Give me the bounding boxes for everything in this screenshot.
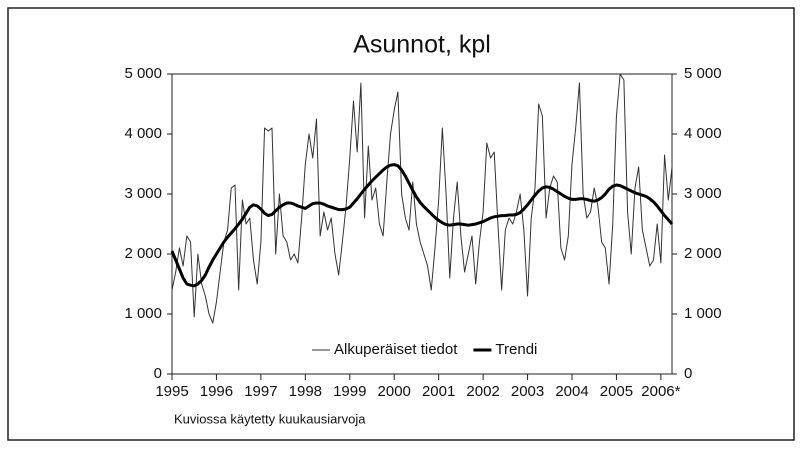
y2-tick-label: 0: [684, 365, 692, 382]
legend-label: Alkuperäiset tiedot: [334, 341, 458, 358]
series-line: [170, 163, 674, 288]
x-tick-label: 2005: [600, 383, 633, 400]
chart-title: Asunnot, kpl: [353, 31, 491, 59]
x-tick-label: 1995: [155, 383, 188, 400]
x-tick-label: 2003: [511, 383, 544, 400]
plot-area: [171, 73, 673, 375]
y-tick-label: 4 000: [124, 125, 162, 142]
y-tick-label: 5 000: [124, 65, 162, 82]
x-tick-label: 2004: [555, 383, 588, 400]
series-line: [171, 73, 673, 324]
y-tick-label: 3 000: [124, 185, 162, 202]
x-tick-label: 1998: [289, 383, 322, 400]
x-tick-label: 2001: [422, 383, 455, 400]
footnote: Kuviossa käytetty kuukausiarvoja: [174, 411, 366, 426]
x-tick-label: 1997: [244, 383, 277, 400]
y2-tick-label: 5 000: [684, 65, 722, 82]
x-tick-label: 2000: [378, 383, 411, 400]
legend-label: Trendi: [495, 341, 537, 358]
frame: [7, 7, 795, 441]
y-tick-label: 2 000: [124, 245, 162, 262]
x-tick-label: 2002: [466, 383, 499, 400]
y-tick-label: 1 000: [124, 305, 162, 322]
x-tick-label: 2006*: [641, 383, 680, 400]
y2-tick-label: 3 000: [684, 185, 722, 202]
y2-tick-label: 4 000: [684, 125, 722, 142]
y-tick-label: 0: [154, 365, 162, 382]
y2-tick-label: 1 000: [684, 305, 722, 322]
x-tick-label: 1999: [333, 383, 366, 400]
y2-tick-label: 2 000: [684, 245, 722, 262]
x-tick-label: 1996: [200, 383, 233, 400]
